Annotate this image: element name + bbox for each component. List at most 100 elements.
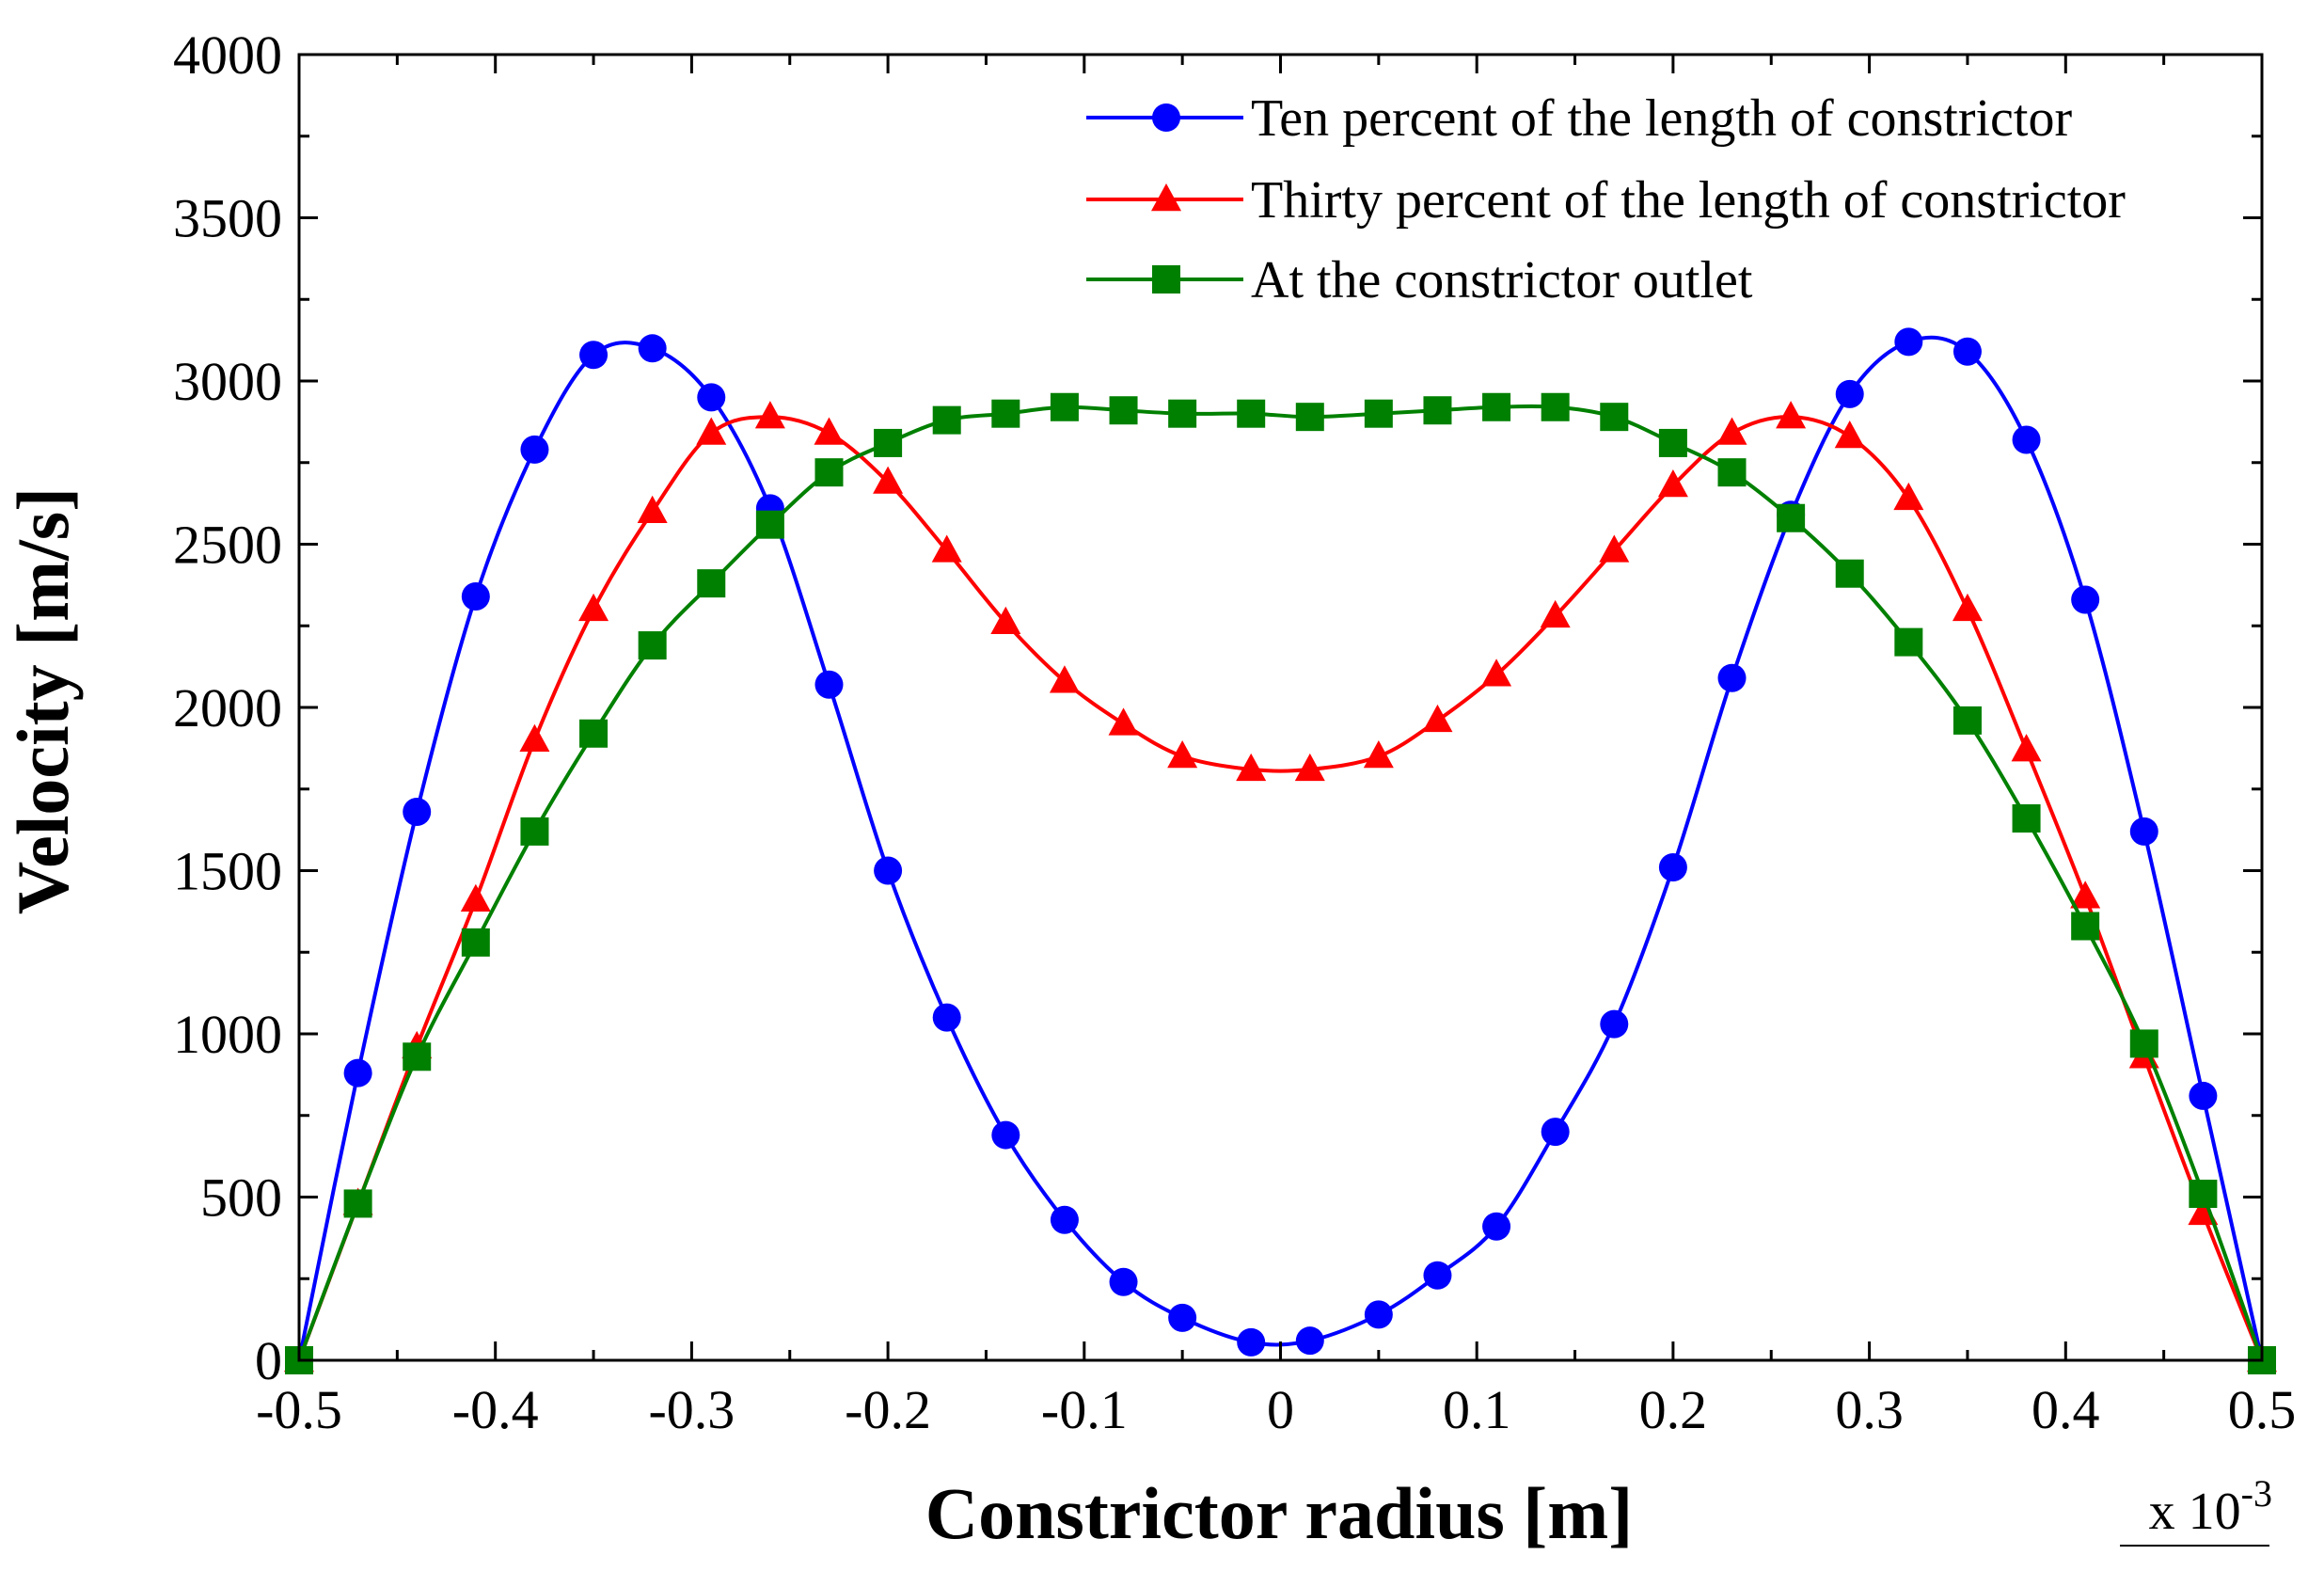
series-outlet xyxy=(285,392,2276,1374)
data-point-ten-percent xyxy=(1050,1205,1079,1234)
data-point-ten-percent xyxy=(1717,663,1747,692)
data-point-ten-percent xyxy=(814,670,844,699)
x-axis-multiplier-exponent: -3 xyxy=(2241,1472,2272,1515)
data-point-outlet xyxy=(1600,403,1629,432)
data-point-thirty-percent xyxy=(1108,707,1139,736)
data-point-ten-percent xyxy=(2071,585,2100,614)
data-point-outlet xyxy=(1835,559,1864,588)
y-tick-label: 1000 xyxy=(173,1004,282,1065)
x-tick-label: 0.2 xyxy=(1639,1379,1708,1440)
x-tick-label: -0.5 xyxy=(256,1379,342,1440)
data-point-ten-percent xyxy=(1894,327,1923,357)
data-point-outlet xyxy=(2189,1180,2218,1209)
data-point-thirty-percent xyxy=(460,883,491,912)
data-point-thirty-percent xyxy=(1363,740,1394,769)
data-point-outlet xyxy=(1482,392,1511,421)
x-tick-label: 0.4 xyxy=(2032,1379,2100,1440)
data-point-outlet xyxy=(1168,399,1197,428)
data-point-outlet xyxy=(520,817,549,846)
y-tick-label: 500 xyxy=(200,1167,282,1229)
y-axis-title: Velocity [m/s] xyxy=(2,487,84,914)
data-point-ten-percent xyxy=(1295,1326,1324,1356)
x-tick-label: 0.5 xyxy=(2228,1379,2297,1440)
data-point-ten-percent xyxy=(520,435,549,464)
data-point-ten-percent xyxy=(991,1120,1020,1150)
x-tick-label: -0.1 xyxy=(1041,1379,1128,1440)
data-point-outlet xyxy=(1423,396,1452,425)
data-point-outlet xyxy=(461,928,490,957)
y-tick-label: 0 xyxy=(255,1330,282,1391)
data-point-outlet xyxy=(1777,503,1806,532)
y-tick-label: 3000 xyxy=(173,351,282,412)
data-point-ten-percent xyxy=(697,383,726,412)
data-point-ten-percent xyxy=(1168,1303,1197,1332)
data-point-thirty-percent xyxy=(1893,482,1924,511)
data-point-outlet xyxy=(1237,399,1266,428)
x-tick-label: 0 xyxy=(1267,1379,1294,1440)
x-axis-title: Constrictor radius [m] xyxy=(925,1472,1633,1554)
data-point-outlet xyxy=(874,428,903,457)
data-point-thirty-percent xyxy=(696,417,727,445)
data-point-outlet xyxy=(991,399,1020,428)
legend-label-ten-percent: Ten percent of the length of constrictor xyxy=(1251,89,2072,148)
y-tick-label: 1500 xyxy=(173,841,282,902)
axis-layer: -0.5 -0.4 -0.3 -0.2 -0.1 0 0.1 0.2 0.3 0.4 0.5 0 500… xyxy=(173,24,2296,1440)
data-point-thirty-percent xyxy=(1834,420,1865,449)
data-point-ten-percent xyxy=(343,1058,372,1087)
data-point-ten-percent xyxy=(638,334,667,363)
data-point-outlet xyxy=(2012,803,2041,833)
data-point-thirty-percent xyxy=(1540,599,1571,628)
series-line-outlet xyxy=(297,404,2264,1361)
data-point-thirty-percent xyxy=(1167,740,1198,769)
data-point-ten-percent xyxy=(1237,1327,1266,1357)
data-point-outlet xyxy=(579,719,609,748)
data-point-outlet xyxy=(1894,627,1923,657)
legend-marker-thirty-percent xyxy=(1151,183,1181,212)
data-point-ten-percent xyxy=(1600,1009,1629,1039)
data-point-thirty-percent xyxy=(1952,593,1983,622)
data-point-outlet xyxy=(638,631,667,660)
data-point-ten-percent xyxy=(1658,853,1687,882)
data-point-thirty-percent xyxy=(1716,417,1747,445)
data-point-thirty-percent xyxy=(931,534,962,563)
data-point-thirty-percent xyxy=(1776,401,1807,429)
y-tick-label: 4000 xyxy=(173,24,282,86)
data-point-outlet xyxy=(1050,392,1079,421)
data-point-thirty-percent xyxy=(1599,534,1630,563)
data-point-thirty-percent xyxy=(1422,704,1453,733)
data-point-thirty-percent xyxy=(578,593,609,622)
legend-label-outlet: At the constrictor outlet xyxy=(1251,251,1753,309)
data-point-ten-percent xyxy=(579,341,609,370)
data-point-ten-percent xyxy=(932,1003,961,1032)
data-point-ten-percent xyxy=(1482,1212,1511,1241)
data-point-outlet xyxy=(1658,428,1687,457)
legend-label-thirty-percent: Thirty percent of the length of constric… xyxy=(1251,171,2126,230)
data-point-thirty-percent xyxy=(1049,665,1080,693)
data-point-thirty-percent xyxy=(519,723,550,752)
data-point-thirty-percent xyxy=(1481,659,1512,687)
series-layer xyxy=(284,327,2277,1374)
data-point-ten-percent xyxy=(2012,425,2041,454)
data-point-outlet xyxy=(814,458,844,487)
x-tick-label: -0.4 xyxy=(452,1379,539,1440)
x-tick-label: 0.1 xyxy=(1443,1379,1511,1440)
x-axis-multiplier-base: x 10 xyxy=(2149,1483,2241,1541)
x-tick-label: -0.3 xyxy=(648,1379,735,1440)
data-point-thirty-percent xyxy=(2011,734,2042,762)
series-ten-percent xyxy=(285,327,2276,1374)
data-point-outlet xyxy=(2129,1029,2158,1058)
data-point-ten-percent xyxy=(1423,1261,1452,1290)
data-point-ten-percent xyxy=(403,798,432,827)
data-point-outlet xyxy=(932,405,961,435)
data-point-outlet xyxy=(403,1042,432,1071)
data-point-outlet xyxy=(697,569,726,598)
data-point-thirty-percent xyxy=(1657,469,1688,498)
data-point-outlet xyxy=(2071,912,2100,941)
y-tick-label: 2000 xyxy=(173,677,282,738)
data-point-thirty-percent xyxy=(754,401,785,429)
legend-marker-outlet xyxy=(1152,265,1180,294)
y-tick-label: 2500 xyxy=(173,515,282,576)
data-point-ten-percent xyxy=(461,582,490,611)
data-point-outlet xyxy=(1952,706,1982,735)
